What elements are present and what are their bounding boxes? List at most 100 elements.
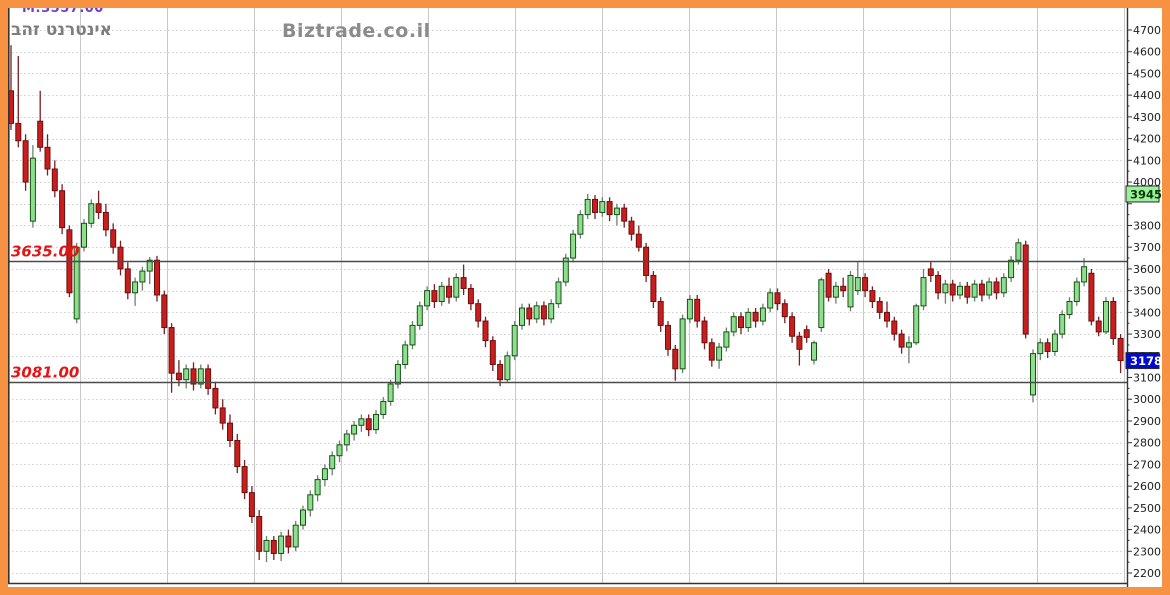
candle bbox=[584, 193, 591, 219]
candle bbox=[365, 414, 372, 437]
axis-tick-label: 2300 bbox=[1133, 545, 1161, 558]
gridlines bbox=[8, 8, 1127, 583]
candle bbox=[489, 336, 496, 372]
axis-tick-label: 3500 bbox=[1133, 285, 1161, 298]
axis-tick-label: 2400 bbox=[1133, 524, 1161, 537]
candle bbox=[811, 340, 817, 365]
axis-tick-label: 3300 bbox=[1133, 328, 1161, 341]
candle bbox=[300, 505, 306, 530]
candle bbox=[840, 277, 847, 298]
axis-tick-label: 3400 bbox=[1133, 306, 1161, 319]
candle bbox=[343, 429, 350, 452]
chart-canvas[interactable]: 3635.00 3081.00 4700 4600 4500 4400 4300 4200 41… bbox=[8, 8, 1162, 587]
candle bbox=[613, 203, 620, 226]
candle bbox=[606, 197, 613, 222]
candle bbox=[555, 277, 562, 309]
candle bbox=[95, 190, 102, 219]
price-axis: 4700460045004400430042004100400038003700… bbox=[8, 8, 1161, 587]
candle bbox=[1066, 297, 1073, 319]
candle bbox=[1051, 329, 1058, 356]
candle bbox=[511, 321, 518, 361]
candle bbox=[862, 273, 869, 298]
candle bbox=[416, 301, 423, 330]
candle bbox=[438, 281, 445, 306]
candle bbox=[241, 460, 248, 500]
candle bbox=[81, 218, 87, 252]
axis-tick-label: 2500 bbox=[1133, 502, 1161, 515]
axis-tick-label: 4200 bbox=[1133, 133, 1161, 146]
axis-tick-label: 2700 bbox=[1133, 458, 1161, 471]
candle bbox=[767, 288, 774, 313]
candle bbox=[504, 351, 511, 382]
candle bbox=[533, 301, 540, 324]
candle bbox=[920, 268, 927, 311]
candle bbox=[15, 56, 22, 148]
candle bbox=[971, 279, 978, 302]
candle bbox=[723, 327, 730, 352]
candle bbox=[759, 303, 766, 326]
level-lines: 3635.00 3081.00 bbox=[8, 243, 1127, 384]
high-marker: 3945 bbox=[1125, 185, 1162, 203]
candle bbox=[876, 297, 883, 319]
candle bbox=[708, 338, 715, 367]
candle bbox=[212, 381, 219, 415]
candle bbox=[132, 277, 139, 306]
indicator-value: M:3557.00 bbox=[22, 8, 104, 16]
candle bbox=[570, 229, 577, 263]
candle bbox=[373, 410, 379, 434]
candle bbox=[1000, 273, 1007, 298]
candle bbox=[1103, 297, 1109, 335]
candle bbox=[248, 486, 255, 524]
candle bbox=[679, 314, 686, 374]
candle bbox=[854, 261, 861, 295]
axis-tick-label: 4600 bbox=[1133, 46, 1161, 59]
candlestick-chart[interactable]: 3635.00 3081.00 4700 4600 4500 4400 4300 4200 41… bbox=[8, 8, 1162, 587]
candle bbox=[1044, 338, 1051, 358]
candle bbox=[745, 308, 752, 332]
candle bbox=[446, 277, 452, 304]
candle bbox=[234, 433, 241, 474]
axis-tick-label: 3000 bbox=[1133, 393, 1161, 406]
candle bbox=[774, 288, 781, 311]
candle bbox=[278, 531, 285, 562]
candle bbox=[818, 277, 825, 332]
candle bbox=[621, 203, 628, 228]
candle bbox=[686, 294, 693, 324]
candle bbox=[44, 134, 51, 176]
candle bbox=[519, 303, 525, 330]
candle bbox=[197, 364, 204, 389]
candles-series bbox=[8, 45, 1124, 563]
last-price-marker: 3178 bbox=[1125, 352, 1162, 370]
candle bbox=[168, 323, 175, 393]
instrument-title: אינטרנט זהב bbox=[11, 20, 112, 40]
axis-tick-label: 2600 bbox=[1133, 480, 1161, 493]
candle bbox=[59, 184, 66, 235]
candle bbox=[905, 336, 912, 364]
candle bbox=[29, 145, 36, 228]
axis-tick-label: 2900 bbox=[1133, 415, 1161, 428]
candle bbox=[292, 520, 299, 552]
candle bbox=[22, 134, 29, 191]
candle bbox=[263, 536, 270, 563]
candle bbox=[599, 197, 606, 217]
candle bbox=[1022, 240, 1029, 339]
axis-tick-label: 3100 bbox=[1133, 372, 1161, 385]
axis-tick-label: 4500 bbox=[1133, 67, 1161, 80]
candle bbox=[183, 364, 190, 389]
candle bbox=[467, 284, 474, 311]
candle bbox=[825, 268, 832, 302]
candle bbox=[847, 271, 854, 312]
candle bbox=[139, 266, 146, 291]
candle bbox=[1088, 268, 1095, 326]
candle bbox=[803, 325, 810, 343]
candle bbox=[453, 273, 460, 302]
candle bbox=[643, 242, 650, 282]
candle bbox=[964, 281, 971, 304]
candle bbox=[577, 210, 584, 239]
candle bbox=[1117, 334, 1124, 374]
candle bbox=[1081, 258, 1088, 287]
candle bbox=[942, 279, 949, 304]
candle bbox=[285, 529, 292, 554]
candle bbox=[986, 277, 993, 300]
candle bbox=[314, 475, 321, 502]
